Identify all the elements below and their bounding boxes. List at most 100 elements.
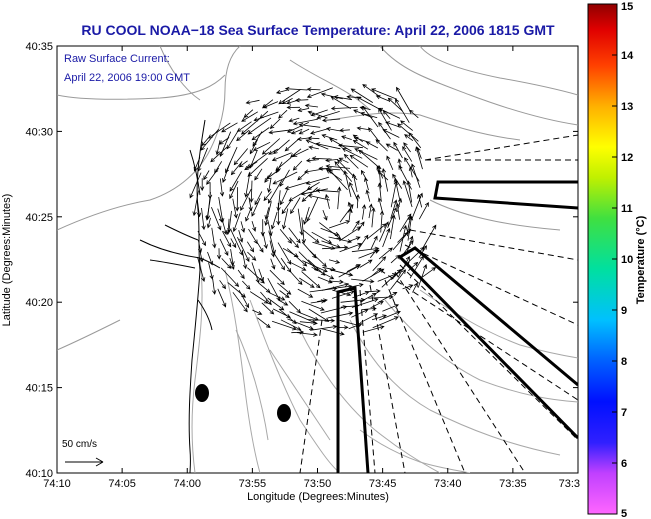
x-tick-label: 73:55 [239,478,267,490]
current-vector-arrow [280,319,302,331]
current-vector-arrow [215,140,221,156]
current-vector-arrow [390,254,401,264]
current-vector-arrow [338,226,362,242]
current-vector-arrow [312,241,336,250]
current-vector-arrow [237,237,250,263]
current-vector-arrow [393,141,403,159]
current-vector-arrow [254,191,263,206]
current-vector-arrow [411,163,421,188]
current-vector-arrow [402,284,414,290]
current-vector-arrow [310,128,330,135]
current-vector-arrow [379,210,385,233]
current-vector-arrow [358,149,380,169]
current-vector-arrow [322,245,349,250]
current-vector-arrow [288,117,300,123]
current-vector-arrow [330,106,358,111]
current-vector-arrow [240,116,262,135]
current-vector-arrow [307,136,320,141]
current-vector-arrow [309,250,327,268]
current-vector-arrow [337,284,353,289]
current-vector-arrow [325,164,351,169]
current-vector-arrow [347,208,353,221]
current-vector-arrow [349,154,369,168]
current-vector-arrow [307,318,336,323]
current-vector-arrow [307,110,328,119]
current-vector-arrow [397,256,410,278]
current-vector-arrow [377,197,383,213]
current-vector-arrow [397,228,412,243]
current-vector-arrow [352,220,360,232]
current-vector-arrow [299,320,318,326]
current-vector-arrow [282,208,289,230]
current-vectors [189,84,437,337]
current-vector-arrow [386,155,394,171]
current-vector-arrow [236,129,250,142]
current-vector-arrow [341,135,352,140]
current-vector-arrow [261,138,281,155]
current-vector-arrow [316,111,340,120]
current-vector-arrow [230,161,243,176]
x-tick-label: 74:00 [173,478,201,490]
current-vector-arrow [272,171,298,185]
current-vector-arrow [264,207,270,220]
current-vector-arrow [321,282,350,291]
current-vector-arrow [216,248,222,260]
current-vector-arrow [288,227,301,244]
legend-line-1: Raw Surface Current: [64,53,170,65]
current-vector-arrow [347,236,361,243]
current-vector-arrow [365,189,371,202]
current-vector-arrow [375,139,388,152]
current-vector-arrow [197,239,203,254]
current-vector-arrow [210,146,228,163]
current-vector-arrow [233,148,249,166]
colorbar-tick-label: 15 [621,1,633,13]
current-vector-arrow [356,96,381,110]
current-vector-arrow [206,167,220,185]
current-vector-arrow [235,187,240,212]
x-axis-label: Longitude (Degrees:Minutes) [247,491,389,503]
current-vector-arrow [192,190,199,217]
current-vector-arrow [257,317,271,329]
current-vector-arrow [262,101,279,109]
current-vector-arrow [218,137,230,145]
current-vector-arrow [306,197,319,223]
colorbar-label: Temperature (°C) [635,215,647,304]
current-vector-arrow [237,269,245,280]
current-vector-arrow [241,249,248,270]
current-vector-arrow [321,134,338,141]
colorbar-tick-label: 5 [621,508,627,519]
current-vector-arrow [296,332,318,337]
current-vector-arrow [298,122,321,128]
current-vector-arrow [351,309,369,318]
current-vector-arrow [392,231,409,251]
current-vector-arrow [357,221,365,231]
current-vector-arrow [289,237,299,249]
current-vector-arrow [222,161,231,183]
current-vector-arrow [290,197,301,215]
plot-frame [56,45,579,474]
current-vector-arrow [369,248,378,258]
current-vector-arrow [189,172,202,199]
current-vector-arrow [297,288,314,298]
current-vector-arrow [193,157,201,172]
current-vector-arrow [396,86,410,111]
y-axis-ticks: 40:35 40:30 40:25 40:20 40:15 40:10 [25,41,578,480]
current-vector-arrow [269,118,281,130]
current-vector-arrow [240,221,246,233]
current-vector-arrow [279,228,293,244]
colorbar-tick-label: 10 [621,254,633,266]
current-vector-arrow [315,142,341,150]
land-contours [57,46,578,351]
current-vector-arrow [252,141,271,151]
current-vector-arrow [378,107,392,131]
current-vector-arrow [412,282,418,293]
current-vector-arrow [225,218,231,236]
current-vector-arrow [261,302,275,315]
current-vector-arrow [408,132,422,149]
current-vector-arrow [343,170,352,198]
current-vector-arrow [338,157,349,164]
current-vector-arrow [375,95,390,102]
current-vector-arrow [281,200,292,215]
current-vector-arrow [361,306,377,311]
current-vector-arrow [270,211,278,230]
